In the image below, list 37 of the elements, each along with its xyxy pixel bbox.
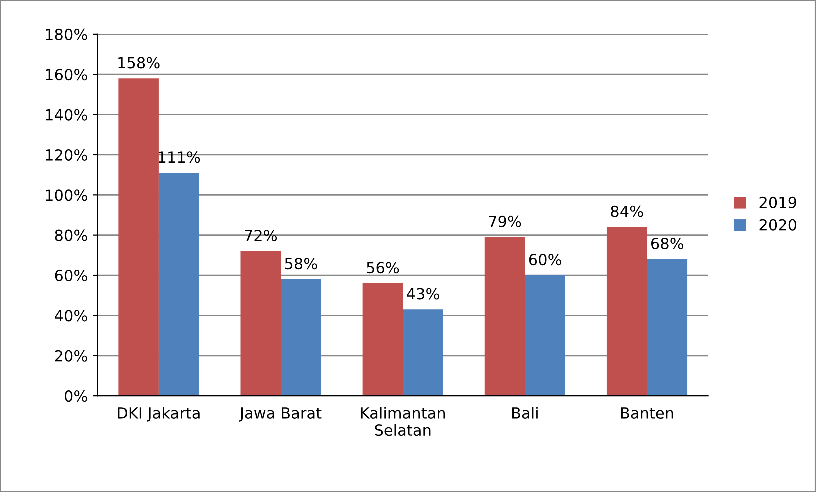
y-tick-label: 160% <box>46 69 88 81</box>
data-label: 56% <box>367 262 400 274</box>
y-tick-label: 20% <box>55 350 88 362</box>
x-tick-label: Bali <box>512 407 538 419</box>
x-tick-label: Jawa Barat <box>239 408 322 422</box>
y-tick-label: 100% <box>46 190 88 202</box>
bar <box>118 78 159 396</box>
bar <box>525 276 566 396</box>
y-tick-label: 180% <box>46 28 88 40</box>
x-tick-label: Banten <box>621 408 674 419</box>
y-tick-label: 120% <box>46 149 88 161</box>
data-label: 72% <box>245 230 278 242</box>
bar <box>362 284 404 396</box>
y-tick-label: 60% <box>55 270 88 282</box>
bar <box>403 310 444 396</box>
bar <box>281 280 322 396</box>
data-label: 79% <box>489 216 522 228</box>
data-label: 111% <box>158 152 200 164</box>
data-label: 58% <box>285 258 318 270</box>
bar <box>606 227 648 396</box>
data-label: 43% <box>407 288 440 300</box>
bar <box>484 237 526 396</box>
legend-label: 2020 <box>760 219 797 231</box>
y-tick-label: 80% <box>55 230 88 242</box>
data-label: 68% <box>651 238 684 250</box>
data-label: 84% <box>611 206 644 218</box>
y-tick-label: 0% <box>64 390 88 402</box>
bar <box>647 259 688 396</box>
bar <box>240 251 282 396</box>
data-label: 60% <box>529 254 562 266</box>
data-label: 158% <box>118 57 160 69</box>
y-tick-label: 40% <box>54 310 88 322</box>
x-tick-label: DKI Jakarta <box>118 407 200 422</box>
legend-label: 2019 <box>760 196 796 208</box>
x-tick-label: Kalimantan Selatan <box>361 407 446 436</box>
y-tick-label: 140% <box>46 109 88 121</box>
bar <box>158 173 200 396</box>
